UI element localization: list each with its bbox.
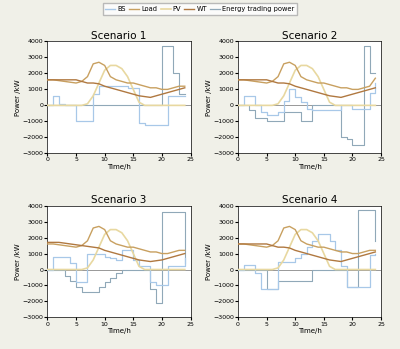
Legend: BS, Load, PV, WT, Energy trading power: BS, Load, PV, WT, Energy trading power <box>103 3 297 15</box>
Title: Scenario 4: Scenario 4 <box>282 195 337 205</box>
Title: Scenario 2: Scenario 2 <box>282 31 337 41</box>
X-axis label: Time/h: Time/h <box>298 164 322 170</box>
X-axis label: Time/h: Time/h <box>298 328 322 334</box>
Y-axis label: Power /kW: Power /kW <box>206 79 212 116</box>
Title: Scenario 3: Scenario 3 <box>91 195 147 205</box>
Y-axis label: Power /kW: Power /kW <box>15 79 21 116</box>
X-axis label: Time/h: Time/h <box>107 164 131 170</box>
Y-axis label: Power /kW: Power /kW <box>206 243 212 280</box>
Title: Scenario 1: Scenario 1 <box>91 31 147 41</box>
Y-axis label: Power /kW: Power /kW <box>15 243 21 280</box>
X-axis label: Time/h: Time/h <box>107 328 131 334</box>
